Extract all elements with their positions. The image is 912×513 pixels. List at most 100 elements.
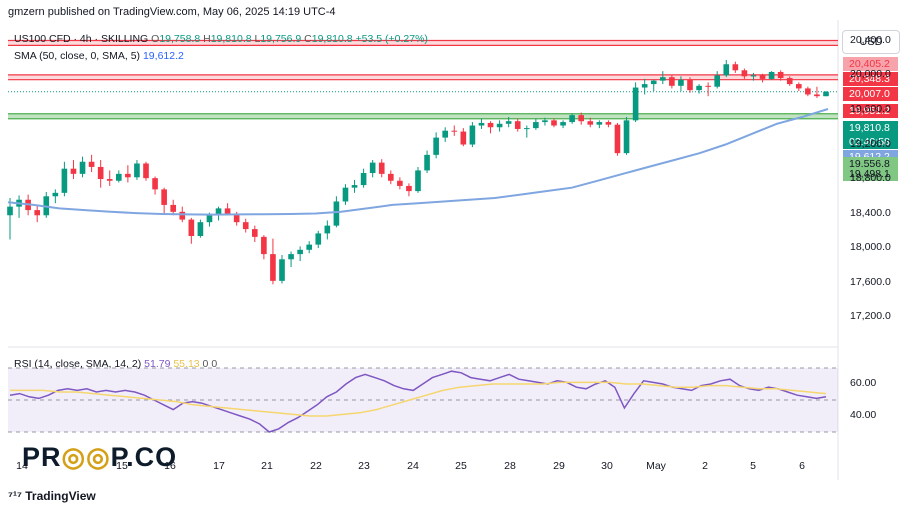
candle-body bbox=[415, 170, 421, 192]
price-scale-label: 19,498.1 bbox=[843, 167, 898, 181]
x-tick-label: 21 bbox=[261, 460, 273, 472]
candle-body bbox=[34, 210, 41, 216]
x-tick-label: 16 bbox=[164, 460, 176, 472]
candle-body bbox=[514, 121, 521, 129]
candle-body bbox=[560, 122, 566, 126]
candle-body bbox=[805, 88, 811, 95]
y-tick-label: 18,400.0 bbox=[850, 206, 891, 219]
candle-body bbox=[179, 211, 186, 220]
candle-body bbox=[442, 130, 449, 138]
y-tick-label: 18,800.0 bbox=[850, 172, 891, 185]
candle-body bbox=[233, 213, 240, 223]
candle-body bbox=[795, 84, 802, 89]
candle-body bbox=[360, 172, 367, 186]
symbol-name[interactable]: US100 CFD · 4h · SKILLING bbox=[14, 33, 149, 45]
candle-body bbox=[79, 161, 86, 174]
candle-body bbox=[106, 179, 113, 181]
candle-body bbox=[587, 121, 594, 125]
candle-body bbox=[786, 78, 793, 85]
x-tick-label: 2 bbox=[702, 460, 708, 472]
candle-body bbox=[261, 236, 267, 255]
candle-body bbox=[215, 208, 222, 216]
candle-body bbox=[478, 122, 485, 126]
candle-body bbox=[596, 122, 603, 125]
rsi-line bbox=[9, 370, 827, 433]
rsi-legend[interactable]: RSI (14, close, SMA, 14, 2) 51.79 55.13 … bbox=[14, 358, 217, 370]
candle-body bbox=[270, 254, 276, 281]
candle-body bbox=[306, 244, 313, 250]
candle-body bbox=[696, 85, 702, 91]
rsi-value: 51.79 bbox=[144, 358, 171, 370]
resistance-zone-0 bbox=[8, 40, 838, 46]
price-scale-label: 20,348.3 bbox=[843, 72, 898, 86]
candle-body bbox=[496, 123, 503, 128]
candle-body bbox=[741, 70, 748, 77]
price-scale-label: 20,405.2 bbox=[843, 57, 898, 71]
candle-body bbox=[279, 259, 285, 281]
price-scale-label: 20,007.0 bbox=[843, 87, 898, 101]
publish-header: gmzern published on TradingView.com, May… bbox=[8, 6, 336, 18]
symbol-legend: US100 CFD · 4h · SKILLING O19,758.8 H19,… bbox=[14, 33, 428, 45]
currency-button[interactable]: USD bbox=[842, 30, 900, 54]
candle-body bbox=[487, 122, 494, 128]
candle-body bbox=[533, 122, 539, 129]
candle-body bbox=[451, 130, 458, 132]
candle-body bbox=[569, 115, 575, 123]
x-tick-label: 30 bbox=[601, 460, 613, 472]
candle-body bbox=[134, 163, 140, 178]
tradingview-logo-icon: ⁷¹⁷ bbox=[8, 489, 22, 503]
watermark-logo: PR◎◎P.CO bbox=[22, 442, 177, 473]
candle-body bbox=[424, 154, 430, 171]
candle-body bbox=[759, 75, 766, 79]
candle-body bbox=[669, 77, 675, 86]
candle-body bbox=[70, 168, 77, 174]
candle-body bbox=[823, 91, 829, 97]
rsi-extra-value: 0 bbox=[202, 358, 209, 370]
y-tick-label: 19,600.0 bbox=[850, 102, 891, 115]
rsi-extra-value-2: 0 bbox=[211, 358, 218, 370]
candle-body bbox=[197, 222, 204, 236]
candle-body bbox=[88, 161, 95, 167]
watermark-text-2: P.CO bbox=[110, 442, 178, 472]
close-label: C bbox=[304, 33, 312, 45]
candle-body bbox=[650, 80, 657, 85]
tradingview-logo[interactable]: ⁷¹⁷ TradingView bbox=[8, 489, 96, 503]
candle-body bbox=[705, 85, 711, 87]
sma-legend[interactable]: SMA (50, close, 0, SMA, 5) 19,612.2 bbox=[14, 50, 184, 62]
low-value: 19,756.9 bbox=[260, 33, 302, 45]
rsi-label: RSI (14, close, SMA, 14, 2) bbox=[14, 358, 142, 370]
candle-body bbox=[523, 128, 530, 130]
support-zone bbox=[8, 113, 838, 119]
candle-body bbox=[505, 121, 512, 124]
candle-body bbox=[115, 173, 122, 181]
resistance-zone-1 bbox=[8, 74, 838, 80]
x-tick-label: 17 bbox=[213, 460, 225, 472]
high-label: H bbox=[203, 33, 211, 45]
sma-value: 19,612.2 bbox=[142, 50, 184, 62]
rsi-tick-label: 60.00 bbox=[850, 377, 877, 389]
candle-body bbox=[288, 254, 294, 260]
candle-body bbox=[125, 173, 131, 178]
candle-body bbox=[333, 201, 340, 226]
price-scale-label: 02:40:58 bbox=[843, 135, 898, 149]
y-tick-label: 17,600.0 bbox=[850, 275, 891, 288]
candle-body bbox=[152, 178, 158, 190]
price-scale-label: 19,951.2 bbox=[843, 104, 898, 118]
x-tick-label: 25 bbox=[455, 460, 467, 472]
x-tick-label: 22 bbox=[310, 460, 322, 472]
candle-body bbox=[251, 229, 258, 237]
sma-line bbox=[7, 108, 829, 216]
candle-body bbox=[351, 185, 358, 188]
x-tick-label: 29 bbox=[553, 460, 565, 472]
candle-body bbox=[542, 120, 548, 123]
candle-body bbox=[632, 87, 639, 121]
x-tick-label: May bbox=[646, 460, 666, 472]
rsi-ma-line bbox=[10, 381, 827, 417]
y-tick-label: 19,200.0 bbox=[850, 137, 891, 150]
candle-body bbox=[614, 124, 621, 154]
candle-body bbox=[387, 173, 394, 181]
close-value: 19,810.8 bbox=[311, 33, 353, 45]
open-value: 19,758.8 bbox=[159, 33, 201, 45]
crown-icon: ◎◎ bbox=[61, 442, 111, 472]
